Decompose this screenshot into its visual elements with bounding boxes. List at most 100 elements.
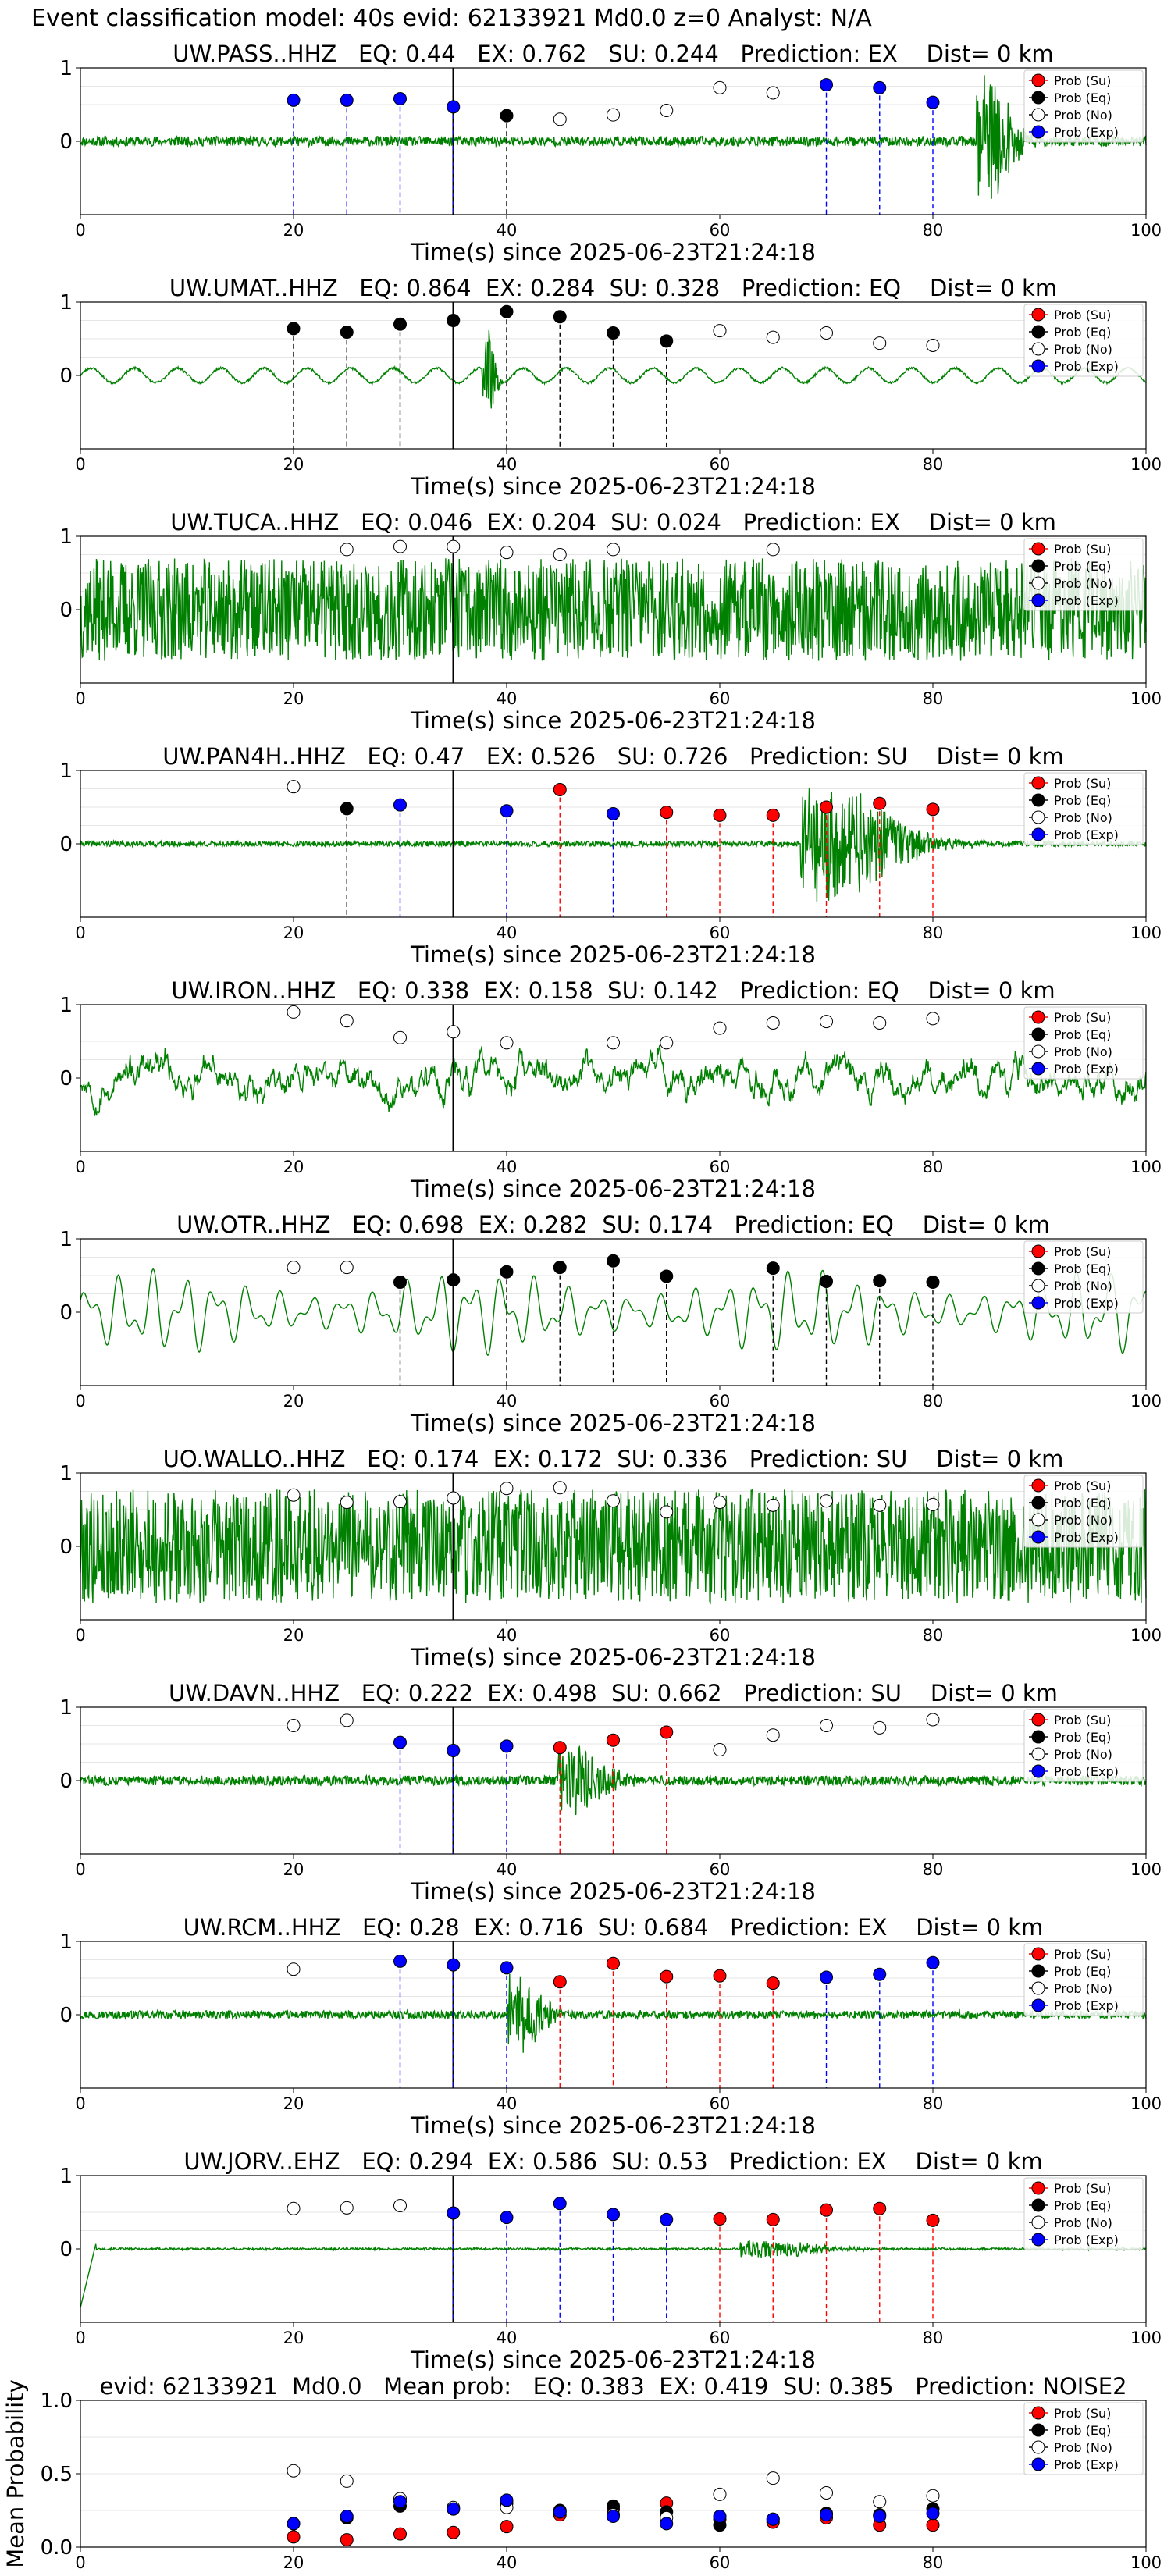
mean-prob-marker-exp <box>660 2517 674 2531</box>
mean-prob-marker-no <box>873 2495 887 2509</box>
x-tick-label: 0 <box>75 923 85 942</box>
prob-marker-exp <box>607 806 620 820</box>
prob-marker-no <box>287 780 301 794</box>
prob-marker-eq <box>873 1274 887 1288</box>
prob-marker-eq <box>607 326 620 340</box>
prob-marker-no <box>660 104 674 118</box>
prob-marker-no <box>820 1494 833 1508</box>
prob-marker-su <box>607 1956 620 1970</box>
x-tick-label: 0 <box>75 1158 85 1176</box>
legend-label: Prob (Exp) <box>1054 1998 1119 2013</box>
x-tick-label: 80 <box>923 221 944 240</box>
prob-marker-no <box>340 1496 354 1510</box>
prob-marker-exp <box>447 100 461 114</box>
prob-marker-no <box>713 1496 727 1510</box>
y-tick-label: 0 <box>59 130 73 154</box>
legend-box <box>1023 1006 1144 1080</box>
prob-marker-exp <box>500 1961 514 1975</box>
x-tick-label: 20 <box>283 221 304 240</box>
y-tick-label: 1 <box>59 1228 73 1251</box>
prob-marker-no <box>287 1261 301 1275</box>
prob-marker-su <box>926 802 940 817</box>
station-panel: UW.JORV..EHZ EQ: 0.294 EX: 0.586 SU: 0.5… <box>59 2148 1162 2373</box>
y-tick-label: 1 <box>59 57 73 80</box>
prob-marker-su <box>713 2211 727 2226</box>
legend-box <box>1023 538 1144 611</box>
panel-title: UW.JORV..EHZ EQ: 0.294 EX: 0.586 SU: 0.5… <box>183 2148 1042 2175</box>
mean-prob-marker-exp <box>713 2510 727 2524</box>
legend-label: Prob (Eq) <box>1054 1027 1111 1042</box>
legend-label: Prob (Eq) <box>1054 1261 1111 1276</box>
mean-prob-marker-exp <box>766 2512 780 2526</box>
y-tick-label: 0 <box>59 1067 73 1091</box>
legend-marker <box>1031 1713 1045 1727</box>
legend-marker <box>1031 1513 1045 1527</box>
prob-marker-no <box>607 543 620 557</box>
y-tick-label: 1.0 <box>41 2389 73 2413</box>
prob-marker-su <box>660 1969 674 1984</box>
x-tick-label: 100 <box>1130 1860 1162 1879</box>
y-tick-label: 0 <box>59 1770 73 1793</box>
x-tick-label: 40 <box>497 1860 518 1879</box>
prob-marker-no <box>873 336 887 350</box>
legend-marker <box>1031 1044 1045 1059</box>
x-tick-label: 80 <box>923 1626 944 1645</box>
mean-prob-marker-exp <box>607 2510 620 2524</box>
x-tick-label: 80 <box>923 2094 944 2113</box>
prob-marker-no <box>713 1021 727 1035</box>
prob-marker-no <box>660 1036 674 1050</box>
x-tick-label: 100 <box>1130 455 1162 474</box>
waveform-trace <box>80 1488 1147 1605</box>
prob-marker-no <box>607 1494 620 1508</box>
legend-box <box>1023 304 1144 377</box>
x-axis-label: Time(s) since 2025-06-23T21:24:18 <box>410 1644 816 1670</box>
x-tick-label: 0 <box>75 2553 85 2572</box>
prob-marker-no <box>766 1016 780 1030</box>
x-tick-label: 20 <box>283 455 304 474</box>
x-tick-label: 20 <box>283 689 304 708</box>
prob-marker-no <box>553 112 567 126</box>
x-tick-label: 0 <box>75 455 85 474</box>
x-tick-label: 80 <box>923 1158 944 1176</box>
legend-marker <box>1031 1296 1045 1310</box>
legend-marker <box>1031 1947 1045 1961</box>
x-tick-label: 20 <box>283 923 304 942</box>
legend-label: Prob (Exp) <box>1054 593 1119 608</box>
y-tick-label: 0 <box>59 2238 73 2261</box>
legend-box <box>1023 69 1144 143</box>
mean-prob-marker-su <box>926 2518 940 2532</box>
prob-marker-eq <box>660 1269 674 1283</box>
prob-marker-no <box>553 1481 567 1495</box>
panel-title: UW.RCM..HHZ EQ: 0.28 EX: 0.716 SU: 0.684… <box>183 1914 1044 1941</box>
prob-marker-eq <box>500 304 514 318</box>
mean-prob-marker-no <box>713 2487 727 2501</box>
legend-label: Prob (Exp) <box>1054 2233 1119 2247</box>
y-tick-label: 0 <box>59 365 73 388</box>
y-tick-label: 1 <box>59 994 73 1017</box>
y-tick-label: 0 <box>59 833 73 856</box>
legend-marker <box>1031 1244 1045 1258</box>
legend-label: Prob (Su) <box>1054 542 1111 557</box>
prob-marker-exp <box>500 2211 514 2225</box>
waveform-trace <box>80 1268 1147 1357</box>
x-tick-label: 20 <box>283 1158 304 1176</box>
prob-marker-exp <box>820 78 833 92</box>
station-panel: UW.RCM..HHZ EQ: 0.28 EX: 0.716 SU: 0.684… <box>59 1914 1162 2139</box>
prob-marker-no <box>447 539 461 553</box>
legend-marker <box>1031 2181 1045 2195</box>
panel-title: UW.DAVN..HHZ EQ: 0.222 EX: 0.498 SU: 0.6… <box>169 1680 1058 1706</box>
prob-marker-eq <box>926 1275 940 1289</box>
mean-prob-marker-su <box>340 2533 354 2547</box>
prob-marker-exp <box>447 1958 461 1972</box>
legend-label: Prob (Su) <box>1054 73 1111 88</box>
legend-marker <box>1031 559 1045 573</box>
x-tick-label: 40 <box>497 1158 518 1176</box>
station-panel: UW.PAN4H..HHZ EQ: 0.47 EX: 0.526 SU: 0.7… <box>59 743 1162 968</box>
legend-marker <box>1031 1730 1045 1744</box>
legend-label: Prob (Eq) <box>1054 2423 1111 2438</box>
panel-title: UW.UMAT..HHZ EQ: 0.864 EX: 0.284 SU: 0.3… <box>169 275 1057 301</box>
x-axis-label: Time(s) since 2025-06-23T21:24:18 <box>410 239 816 265</box>
prob-marker-no <box>926 1497 940 1511</box>
legend-box <box>1023 1240 1144 1314</box>
